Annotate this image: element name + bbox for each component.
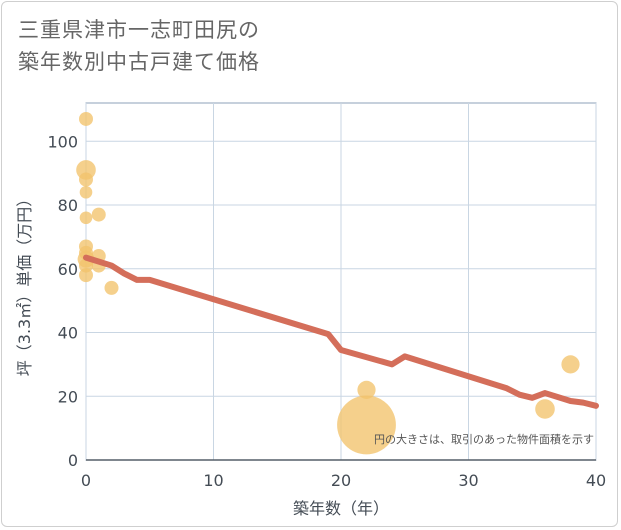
y-tick-label: 0 [68,451,78,470]
y-axis-label: 坪（3.3㎡）単価（万円） [15,191,34,376]
bubble-series [76,111,580,455]
data-bubble [337,395,396,455]
data-bubble [79,211,93,225]
data-bubble [79,172,93,187]
x-tick-label: 10 [203,471,223,490]
data-bubble [357,380,376,399]
x-axis-label: 築年数（年） [293,499,389,518]
x-tick-label: 30 [458,471,478,490]
trend-line [83,254,599,409]
data-bubble [91,207,106,222]
data-bubble [535,399,555,419]
chart-title: 三重県津市一志町田尻の 築年数別中古戸建て価格 [18,14,260,78]
data-bubble [79,111,93,126]
bubble-size-note: 円の大きさは、取引のあった物件面積を示す [374,432,594,446]
chart-title-line-2: 築年数別中古戸建て価格 [18,50,260,74]
y-tick-label: 100 [47,132,78,151]
data-bubble [79,258,93,273]
data-bubble [104,280,119,295]
y-tick-label: 20 [58,387,78,406]
data-bubble [561,355,580,374]
y-tick-label: 80 [58,196,78,215]
x-tick-label: 20 [331,471,351,490]
x-tick-label: 0 [81,471,91,490]
data-bubble [79,185,93,199]
x-tick-label: 40 [586,471,606,490]
data-bubble [79,268,93,283]
chart-title-line-1: 三重県津市一志町田尻の [18,18,260,42]
y-tick-label: 60 [58,260,78,279]
axis-ticks: 0 10 20 30 40 0 20 40 60 80 100 [47,132,606,490]
y-tick-label: 40 [58,324,78,343]
